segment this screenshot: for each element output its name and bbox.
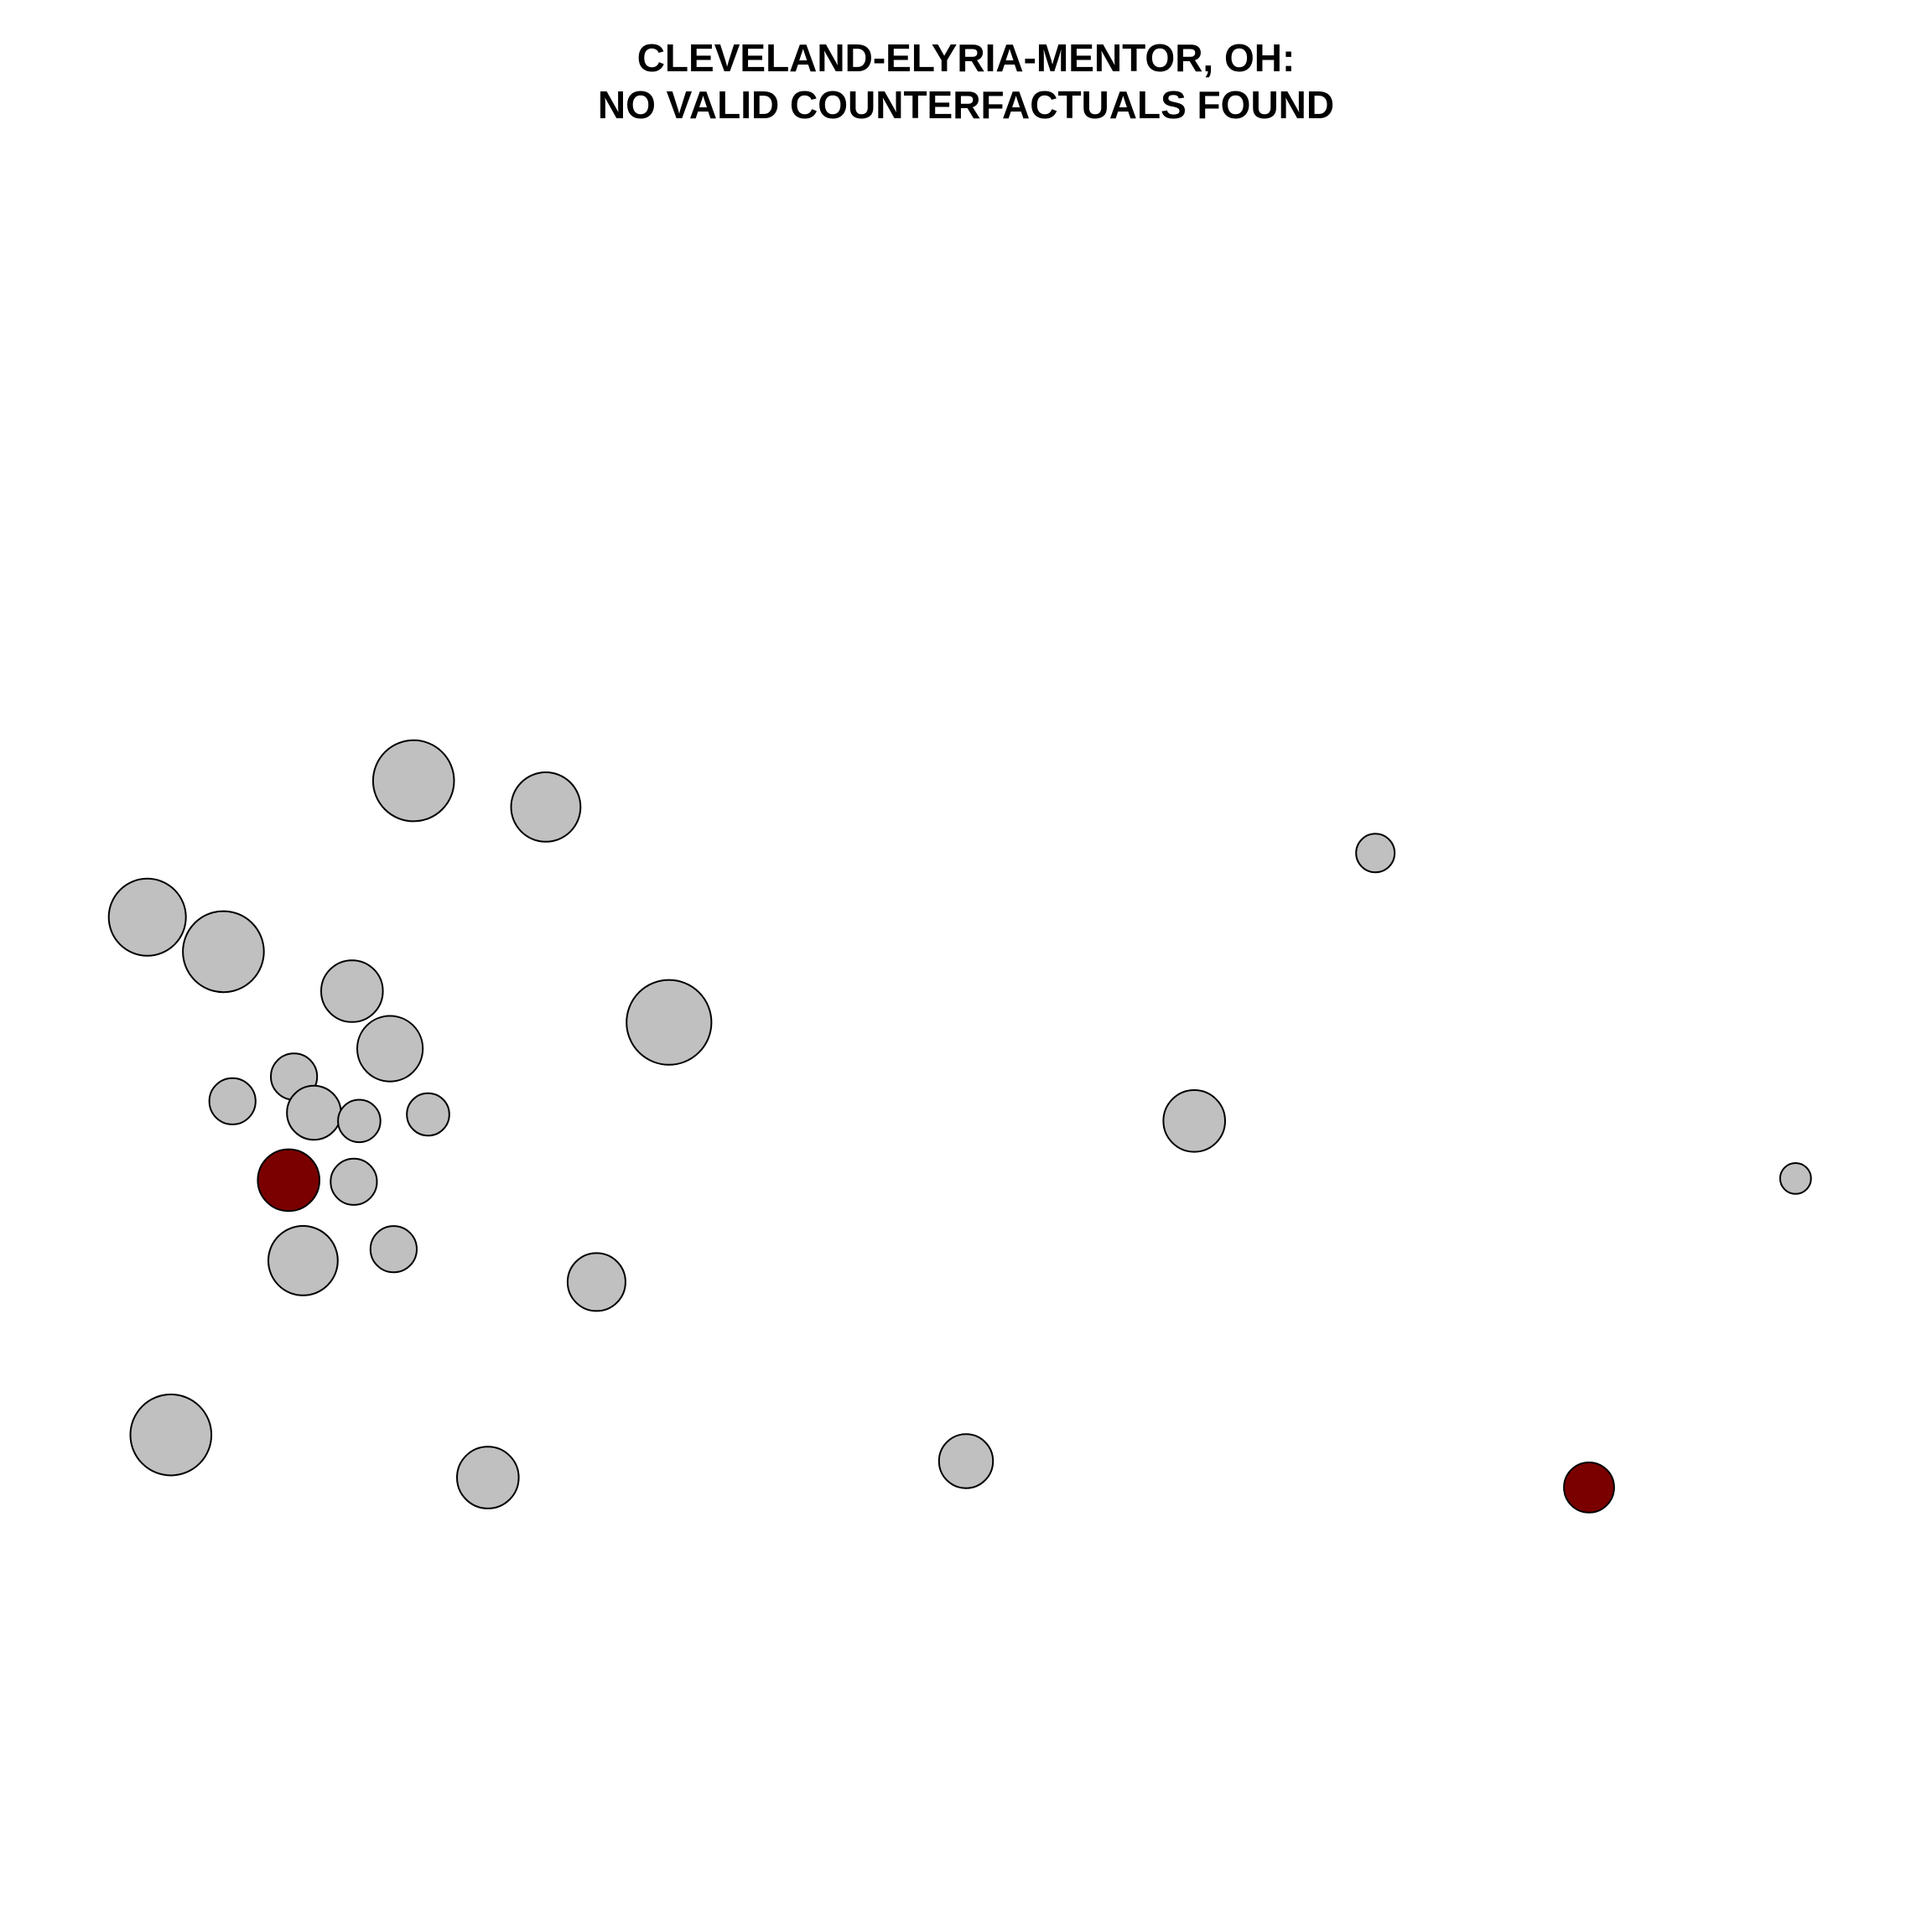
data-point bbox=[320, 959, 384, 1023]
data-point bbox=[356, 1015, 424, 1083]
data-point bbox=[330, 1157, 378, 1206]
data-point bbox=[286, 1084, 342, 1141]
data-point bbox=[267, 1225, 339, 1296]
highlighted-point bbox=[257, 1148, 321, 1213]
data-point bbox=[182, 910, 265, 994]
data-point bbox=[208, 1077, 257, 1125]
data-point bbox=[107, 877, 187, 957]
data-point bbox=[337, 1098, 382, 1144]
data-point bbox=[1779, 1162, 1812, 1195]
data-point bbox=[371, 739, 455, 823]
data-point bbox=[1162, 1089, 1226, 1153]
data-point bbox=[456, 1446, 520, 1509]
data-point bbox=[1355, 833, 1396, 874]
data-point bbox=[626, 979, 713, 1066]
data-point bbox=[566, 1252, 626, 1312]
data-point bbox=[129, 1393, 213, 1477]
data-point bbox=[510, 771, 582, 843]
data-points bbox=[107, 739, 1812, 1514]
chart-title-line-1: CLEVELAND-ELYRIA-MENTOR, OH: bbox=[637, 36, 1296, 80]
highlighted-point bbox=[1563, 1462, 1615, 1514]
chart-title-line-2: NO VALID COUNTERFACTUALS FOUND bbox=[598, 83, 1334, 127]
data-point bbox=[937, 1433, 995, 1489]
data-point bbox=[369, 1225, 418, 1274]
data-point bbox=[406, 1092, 450, 1137]
